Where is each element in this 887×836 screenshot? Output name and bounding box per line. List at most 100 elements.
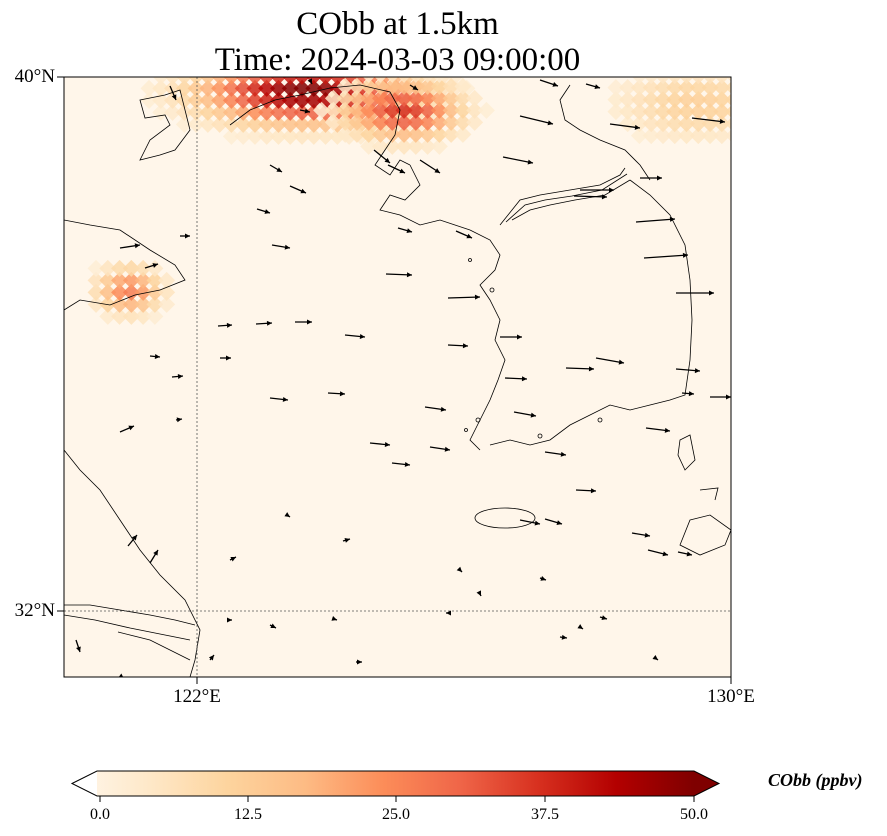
field-cell — [372, 113, 389, 131]
field-cell — [407, 137, 425, 155]
field-cell — [258, 91, 276, 109]
field-cell — [87, 271, 105, 289]
field-cell — [246, 115, 264, 133]
field-cell — [360, 101, 378, 119]
field-cell — [87, 283, 105, 301]
field-cell — [164, 77, 182, 85]
field-cell — [246, 44, 263, 61]
field-cell — [348, 125, 366, 143]
field-cell — [466, 113, 484, 131]
field-cell — [270, 115, 287, 133]
field-cell — [293, 103, 311, 121]
wind-arrow-head — [521, 376, 527, 382]
field-cell — [435, 56, 452, 73]
field-cell — [454, 89, 472, 107]
field-cell — [407, 125, 425, 143]
field-cell — [364, 56, 381, 73]
field-cell — [258, 115, 276, 133]
wind-arrow-head — [134, 243, 140, 249]
field-cell — [146, 271, 164, 289]
wind-arrow-head — [474, 294, 480, 300]
field-cell — [360, 77, 378, 95]
field-cell — [234, 77, 252, 85]
field-cell — [442, 113, 460, 131]
field-cell — [258, 79, 276, 97]
field-cell — [713, 77, 731, 85]
wind-arrow-head — [154, 354, 160, 359]
field-cell — [222, 77, 240, 85]
field-cell — [383, 137, 401, 155]
field-cell — [246, 77, 264, 85]
field-cell — [630, 79, 648, 97]
field-cell — [270, 103, 287, 121]
field-cell — [164, 79, 182, 97]
field-cell — [419, 101, 437, 119]
field-cell — [630, 103, 648, 121]
field-cell — [725, 127, 731, 145]
field-cell — [725, 103, 731, 121]
wind-arrow-head — [530, 412, 536, 418]
field-cell — [760, 91, 777, 108]
field-cell — [407, 77, 425, 95]
field-cell — [642, 91, 660, 109]
field-cell — [442, 125, 460, 143]
field-cell — [336, 89, 354, 107]
field-cell — [305, 115, 323, 133]
wind-arrow-head — [547, 120, 553, 126]
wind-arrow-head — [719, 118, 725, 124]
field-cell — [211, 115, 229, 133]
field-cell — [725, 91, 731, 109]
field-cell — [211, 103, 229, 121]
wind-arrow — [447, 296, 481, 299]
wind-arrow-head — [556, 520, 562, 525]
field-cell — [281, 103, 299, 121]
field-cell — [772, 79, 789, 96]
field-cell — [270, 77, 287, 85]
field-cell — [281, 77, 299, 85]
field-cell — [111, 307, 129, 325]
field-cell — [258, 77, 276, 85]
field-cell — [772, 91, 789, 108]
field-cell — [630, 77, 648, 85]
field-cell — [348, 89, 366, 107]
wind-arrow-head — [686, 551, 692, 557]
wind-arrow-head — [527, 159, 533, 165]
wind-arrow-head — [208, 655, 214, 661]
field-cell — [324, 113, 342, 131]
wind-arrow — [519, 115, 554, 125]
field-cell — [234, 103, 252, 121]
field-cell — [466, 89, 484, 107]
field-cell — [630, 115, 648, 133]
field-cell — [654, 115, 672, 133]
field-cell — [689, 79, 707, 97]
field-cell — [134, 259, 152, 277]
field-cell — [430, 113, 448, 131]
field-cell — [134, 295, 152, 313]
field-cell — [146, 295, 164, 313]
field-cell — [199, 77, 217, 85]
wind-arrow-head — [588, 366, 594, 372]
field-cell — [111, 259, 129, 277]
field-cell — [619, 79, 637, 97]
field-cell — [199, 44, 216, 61]
map-frame — [63, 76, 732, 678]
field-cell — [666, 91, 684, 109]
field-cell — [222, 91, 240, 109]
wind-arrow-head — [664, 427, 670, 433]
field-cell — [187, 115, 205, 133]
field-cell — [395, 125, 413, 143]
colorbar-tick-3: 37.5 — [531, 806, 559, 823]
field-cell — [619, 103, 637, 121]
field-cell — [749, 127, 766, 144]
wind-arrow-head — [552, 82, 558, 87]
field-cell — [293, 91, 311, 109]
wind-arrow-head — [644, 532, 650, 538]
field-cell — [305, 127, 323, 145]
field-cell — [619, 115, 637, 133]
wind-arrow-head — [466, 233, 472, 239]
wind-arrow-head — [307, 319, 312, 325]
field-cell — [187, 79, 205, 97]
field-cell — [164, 91, 182, 109]
field-cell — [372, 77, 389, 83]
